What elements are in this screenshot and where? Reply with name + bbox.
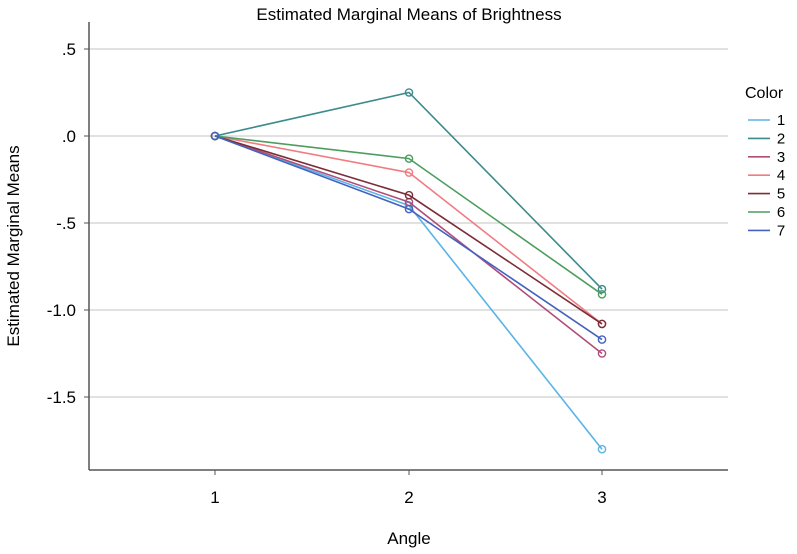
data-point-3 (597, 349, 607, 358)
legend-label: 6 (777, 204, 785, 221)
series-1 (210, 131, 607, 454)
legend-label: 3 (777, 149, 785, 166)
data-point-7 (210, 131, 220, 141)
data-point-5 (597, 319, 607, 329)
data-point-7 (597, 335, 607, 344)
legend-item-2: 2 (748, 130, 785, 147)
data-point-1 (597, 444, 607, 454)
legend-item-6: 6 (748, 204, 785, 221)
legend-item-1: 1 (748, 112, 785, 129)
chart-title: Estimated Marginal Means of Brightness (256, 5, 561, 24)
series-line-6 (214, 135, 603, 295)
x-axis-title: Angle (387, 529, 430, 548)
series-line-1 (214, 135, 603, 450)
y-tick-label: -1.5 (47, 388, 76, 407)
legend: 12 34 567 (748, 112, 785, 239)
gridlines (89, 48, 728, 398)
y-tick-label: .0 (62, 127, 76, 146)
series-line-3 (214, 135, 603, 355)
y-tick-label: -.5 (56, 214, 76, 233)
legend-label: 5 (777, 186, 785, 203)
x-tick-label: 1 (210, 488, 219, 507)
legend-label: 2 (777, 130, 785, 147)
series-line-7 (214, 135, 603, 341)
series-line-5 (214, 135, 603, 325)
series-line-2 (214, 91, 603, 290)
series-2 (210, 88, 607, 294)
legend-label: 4 (777, 167, 785, 184)
x-tick-label: 2 (404, 488, 413, 507)
data-point-4 (404, 168, 414, 177)
y-tick-label: .5 (62, 40, 76, 59)
y-tick-label: -1.0 (47, 301, 76, 320)
y-axis-title: Estimated Marginal Means (4, 145, 23, 346)
data-point-7 (404, 204, 414, 214)
series-line-4 (214, 135, 603, 325)
series-7 (210, 131, 607, 344)
series-lines (210, 88, 607, 454)
x-tick-label: 3 (597, 488, 606, 507)
legend-item-3: 3 (748, 149, 785, 166)
legend-item-7: 7 (748, 222, 785, 239)
data-point-2 (597, 284, 607, 294)
data-point-6 (597, 290, 607, 299)
legend-label: 7 (777, 222, 785, 239)
data-point-2 (404, 88, 414, 97)
legend-item-4: 4 (748, 167, 785, 184)
x-tick-labels: 1 2 3 (210, 470, 607, 507)
legend-item-5: 5 (748, 186, 785, 203)
legend-title: Color (745, 85, 784, 102)
data-point-6 (404, 154, 414, 163)
data-point-5 (404, 190, 414, 200)
y-tick-labels: .5 .0 -.5 -1.0 -1.5 (47, 40, 89, 407)
legend-label: 1 (777, 112, 785, 129)
series-3 (210, 131, 607, 358)
